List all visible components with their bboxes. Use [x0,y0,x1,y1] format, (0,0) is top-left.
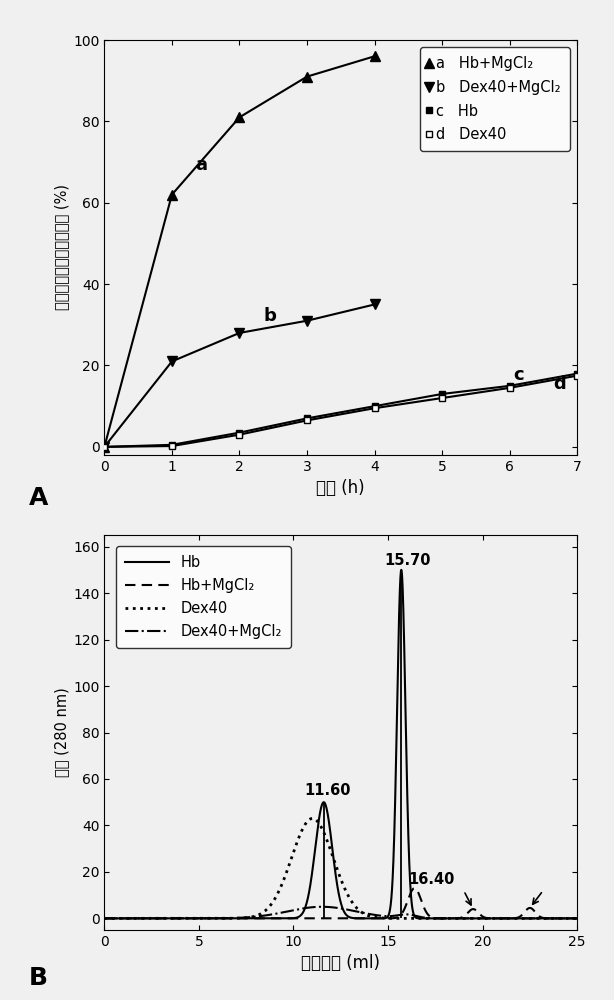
Dex40 [281,870,289,882]
Hb+MgCl₂ [384,912,392,924]
Hb [281,912,289,924]
Dex40+MgCl₂ [281,906,289,918]
X-axis label: 时间 (h): 时间 (h) [316,479,365,497]
Dex40 [408,912,416,924]
Hb [573,912,581,924]
Hb+MgCl₂ [187,912,194,924]
Dex40+MgCl₂ [187,912,194,924]
Dex40 [454,912,461,924]
Legend: Hb, Hb+MgCl₂, Dex40, Dex40+MgCl₂: Hb, Hb+MgCl₂, Dex40, Dex40+MgCl₂ [117,546,291,648]
Dex40+MgCl₂ [573,912,581,924]
X-axis label: 洗脱体积 (ml): 洗脱体积 (ml) [301,954,380,972]
Text: 15.70: 15.70 [384,553,431,568]
Hb+MgCl₂ [408,885,416,897]
Y-axis label: 波长 (280 nm): 波长 (280 nm) [54,688,69,777]
Text: b: b [263,307,276,325]
Text: c: c [513,366,524,384]
Dex40 [573,912,581,924]
Y-axis label: 高铁血红蛋白的百分含量 (%): 高铁血红蛋白的百分含量 (%) [54,184,69,310]
Dex40+MgCl₂ [454,912,461,924]
Text: d: d [554,375,566,393]
Dex40 [384,912,392,924]
Dex40 [309,812,316,824]
Hb+MgCl₂ [454,912,461,924]
Hb [408,899,416,911]
Hb [398,564,405,576]
Line: Hb: Hb [104,570,577,918]
Dex40 [489,912,497,924]
Dex40+MgCl₂ [489,912,497,924]
Dex40+MgCl₂ [101,912,108,924]
Dex40 [101,912,108,924]
Dex40 [187,912,194,924]
Line: Dex40: Dex40 [104,818,577,918]
Text: 11.60: 11.60 [304,783,351,798]
Dex40+MgCl₂ [408,909,416,921]
Hb [384,910,392,922]
Dex40+MgCl₂ [318,901,325,913]
Hb+MgCl₂ [573,912,581,924]
Text: 16.40: 16.40 [408,872,454,887]
Line: Dex40+MgCl₂: Dex40+MgCl₂ [104,907,577,918]
Hb [489,912,497,924]
Hb+MgCl₂ [411,882,418,894]
Text: B: B [29,966,48,990]
Hb [454,912,461,924]
Hb [187,912,194,924]
Line: Hb+MgCl₂: Hb+MgCl₂ [104,888,577,918]
Hb+MgCl₂ [101,912,108,924]
Hb+MgCl₂ [489,912,497,924]
Dex40+MgCl₂ [384,910,392,922]
Text: a: a [196,156,208,174]
Hb [101,912,108,924]
Hb+MgCl₂ [281,912,289,924]
Legend: a   Hb+MgCl₂, b   Dex40+MgCl₂, c   Hb, d   Dex40: a Hb+MgCl₂, b Dex40+MgCl₂, c Hb, d Dex40 [421,47,570,151]
Text: A: A [29,486,48,510]
